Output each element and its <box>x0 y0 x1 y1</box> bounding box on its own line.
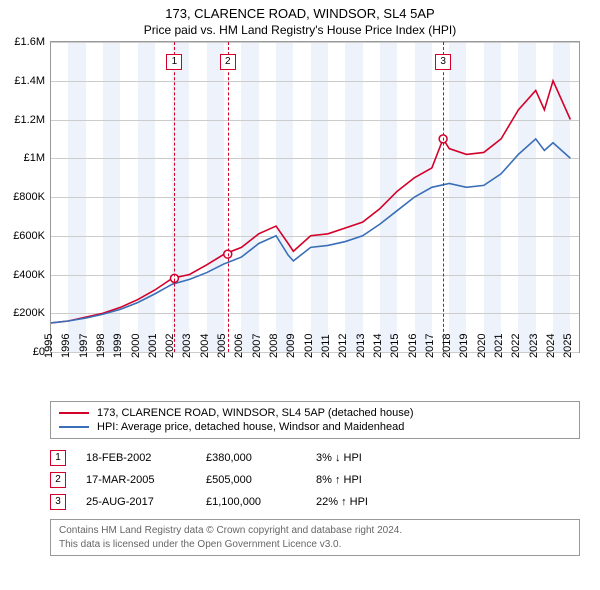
event-marker-badge: 3 <box>435 54 451 70</box>
event-date: 17-MAR-2005 <box>86 474 206 486</box>
y-axis-label: £1.6M <box>14 36 51 48</box>
table-row: 2 17-MAR-2005£505,0008% ↑ HPI <box>50 469 580 491</box>
attribution-footer: Contains HM Land Registry data © Crown c… <box>50 519 580 556</box>
event-marker-badge: 1 <box>166 54 182 70</box>
legend-label: HPI: Average price, detached house, Wind… <box>97 421 404 433</box>
event-price: £505,000 <box>206 474 316 486</box>
event-marker-badge: 2 <box>220 54 236 70</box>
table-row: 3 25-AUG-2017£1,100,00022% ↑ HPI <box>50 491 580 513</box>
footer-line: This data is licensed under the Open Gov… <box>59 538 571 552</box>
event-marker-line <box>228 42 229 352</box>
y-axis-label: £400K <box>13 269 51 281</box>
chart-subtitle: Price paid vs. HM Land Registry's House … <box>0 21 600 41</box>
y-axis-label: £600K <box>13 230 51 242</box>
y-axis-label: £1.4M <box>14 75 51 87</box>
legend-swatch <box>59 412 89 414</box>
event-date: 18-FEB-2002 <box>86 452 206 464</box>
legend-swatch <box>59 426 89 428</box>
legend-box: 173, CLARENCE ROAD, WINDSOR, SL4 5AP (de… <box>50 401 580 439</box>
event-price: £380,000 <box>206 452 316 464</box>
legend-item: HPI: Average price, detached house, Wind… <box>59 420 571 434</box>
legend-label: 173, CLARENCE ROAD, WINDSOR, SL4 5AP (de… <box>97 407 414 419</box>
event-price: £1,100,000 <box>206 496 316 508</box>
series-hpi <box>51 139 570 323</box>
event-delta: 3% ↓ HPI <box>316 452 426 464</box>
event-marker-line <box>443 42 444 352</box>
y-axis-label: £800K <box>13 191 51 203</box>
event-number-badge: 3 <box>50 494 66 510</box>
series-price_paid <box>51 81 570 323</box>
y-axis-label: £1M <box>24 152 51 164</box>
y-axis-label: £200K <box>13 307 51 319</box>
price-events-table: 1 18-FEB-2002£380,0003% ↓ HPI 2 17-MAR-2005… <box>50 447 580 513</box>
chart-plot-area: £0£200K£400K£600K£800K£1M£1.2M£1.4M£1.6M… <box>50 41 580 353</box>
event-number-badge: 1 <box>50 450 66 466</box>
footer-line: Contains HM Land Registry data © Crown c… <box>59 524 571 538</box>
legend-item: 173, CLARENCE ROAD, WINDSOR, SL4 5AP (de… <box>59 406 571 420</box>
event-delta: 8% ↑ HPI <box>316 474 426 486</box>
event-delta: 22% ↑ HPI <box>316 496 426 508</box>
event-number-badge: 2 <box>50 472 66 488</box>
event-marker-line <box>174 42 175 352</box>
table-row: 1 18-FEB-2002£380,0003% ↓ HPI <box>50 447 580 469</box>
y-axis-label: £1.2M <box>14 114 51 126</box>
event-date: 25-AUG-2017 <box>86 496 206 508</box>
chart-title: 173, CLARENCE ROAD, WINDSOR, SL4 5AP <box>0 0 600 21</box>
